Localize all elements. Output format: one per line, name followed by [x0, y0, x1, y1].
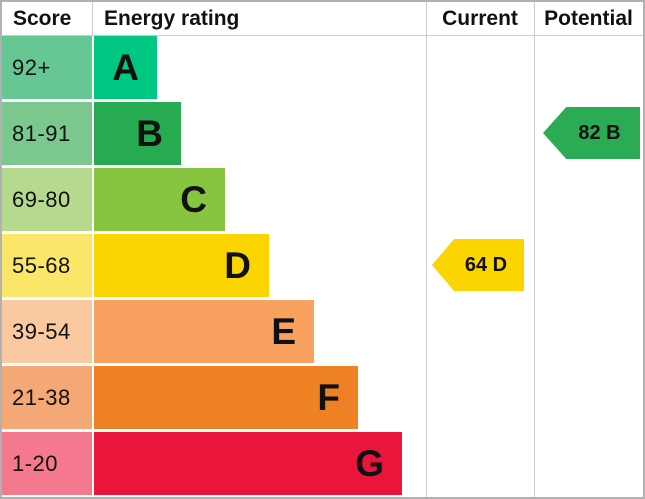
band-letter-g: G	[355, 443, 384, 484]
divider-current-column	[426, 2, 427, 497]
header-current: Current	[442, 7, 518, 30]
header-score: Score	[13, 7, 72, 30]
band-letter-a: A	[112, 47, 139, 88]
band-letter-f: F	[317, 377, 340, 418]
rating-bar-d: D	[94, 234, 269, 297]
divider-score-column	[92, 2, 93, 36]
band-row-g: 1-20 G	[2, 432, 643, 495]
header-potential: Potential	[544, 7, 633, 30]
score-range-b: 81-91	[2, 102, 92, 165]
rating-bar-c: C	[94, 168, 225, 231]
score-range-e: 39-54	[2, 300, 92, 363]
band-letter-d: D	[224, 245, 251, 286]
rating-bar-g: G	[94, 432, 402, 495]
score-range-a: 92+	[2, 36, 92, 99]
rating-bar-b: B	[94, 102, 181, 165]
band-row-d: 55-68 D	[2, 234, 643, 297]
band-row-c: 69-80 C	[2, 168, 643, 231]
band-row-e: 39-54 E	[2, 300, 643, 363]
bands-area: 92+ A 81-91 B 69-80 C 55-68 D 39-54	[2, 36, 643, 497]
divider-potential-column	[534, 2, 535, 497]
band-letter-e: E	[271, 311, 296, 352]
potential-rating-label: 82 B	[578, 121, 621, 144]
header-energy-rating: Energy rating	[104, 7, 240, 30]
band-letter-c: C	[180, 179, 207, 220]
band-row-b: 81-91 B	[2, 102, 643, 165]
rating-bar-f: F	[94, 366, 358, 429]
potential-rating-arrow: 82 B	[543, 107, 640, 159]
band-row-a: 92+ A	[2, 36, 643, 99]
current-rating-arrow: 64 D	[432, 239, 524, 291]
score-range-c: 69-80	[2, 168, 92, 231]
band-row-f: 21-38 F	[2, 366, 643, 429]
band-letter-b: B	[136, 113, 163, 154]
score-range-f: 21-38	[2, 366, 92, 429]
rating-bar-a: A	[94, 36, 157, 99]
current-rating-label: 64 D	[464, 253, 508, 276]
score-range-g: 1-20	[2, 432, 92, 495]
rating-bar-e: E	[94, 300, 314, 363]
chart-header-row: Score Energy rating Current Potential	[2, 2, 643, 36]
score-range-d: 55-68	[2, 234, 92, 297]
